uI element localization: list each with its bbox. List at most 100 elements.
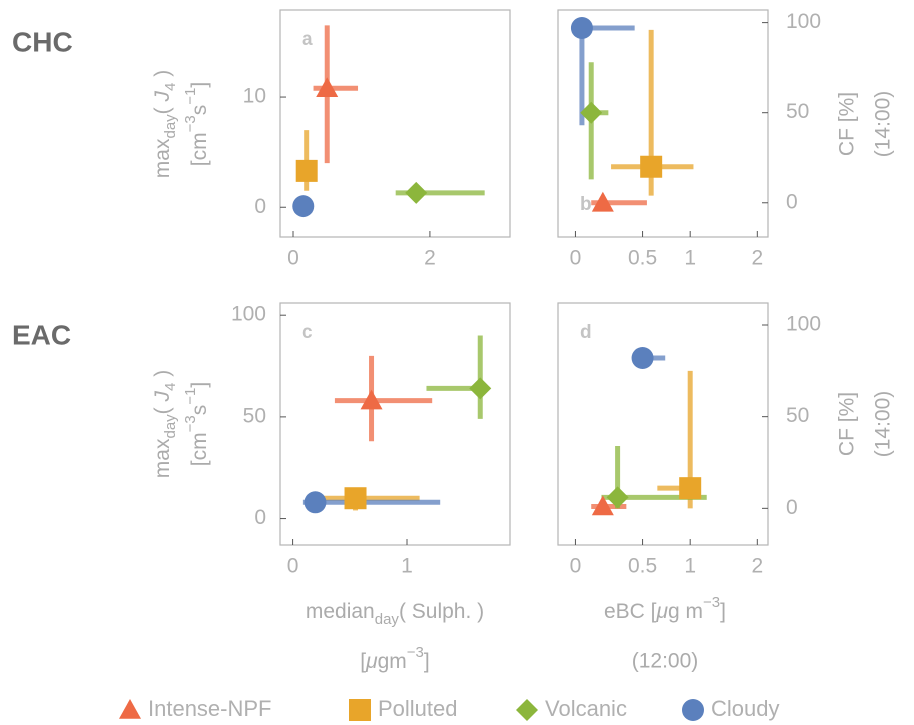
t: s [188,105,211,116]
t: 4 [162,383,179,391]
x-tick-label: 1 [401,555,413,578]
t: [ [360,650,366,673]
y-tick-label: 50 [786,404,809,427]
legend-marker [119,699,141,719]
t: −3 [182,115,199,132]
x-tick-label: 2 [751,247,763,270]
t: −3 [703,594,720,611]
frame [279,302,511,546]
frame [279,9,511,238]
y-title: maxday( J4 ) [151,370,180,478]
y-title: (14:00) [872,91,895,158]
panel-label: d [580,322,592,343]
t: [cm [188,132,211,166]
t: ] [188,82,211,88]
y-tick-label: 50 [786,100,809,123]
row-label: CHC [12,26,73,57]
t: ( Sulph. ) [399,600,484,623]
t: ] [188,382,211,388]
t: ( [151,101,174,114]
x-tick-label: 2 [424,247,436,270]
t: max [151,438,174,478]
y-title: [cm−3s−1] [182,82,210,166]
panel-label: c [302,322,313,343]
t: eBC [ [604,600,657,623]
t: μ [365,650,378,673]
x-title: [μgm−3] [360,644,430,672]
marker [405,181,428,204]
y-tick-label: 100 [786,10,821,33]
legend-label: Polluted [378,696,458,721]
y-tick-label: 0 [786,496,798,519]
t: ) [151,70,174,83]
t: −1 [182,388,199,405]
t: μ [656,600,669,623]
legend-label: Intense-NPF [148,696,272,721]
t: 4 [162,83,179,91]
x-tick-label: 0 [287,555,299,578]
marker [304,491,327,514]
y-tick-label: 0 [786,190,798,213]
marker [344,487,367,510]
y-tick-label: 0 [254,506,266,529]
t: median [306,600,375,623]
marker [570,17,593,40]
legend-marker [349,699,371,721]
frame [557,9,769,238]
legend-label: Cloudy [711,696,779,721]
t: −1 [182,88,199,105]
x-tick-label: 0.5 [628,247,657,270]
x-tick-label: 1 [684,247,696,270]
x-tick-label: 2 [751,555,763,578]
x-tick-label: 0 [570,555,582,578]
x-tick-label: 0 [570,247,582,270]
t: −3 [182,415,199,432]
x-tick-label: 1 [684,555,696,578]
marker [360,389,383,410]
marker [631,347,654,369]
y-tick-label: 0 [254,195,266,218]
x-title: medianday( Sulph. ) [306,600,484,629]
t: g m [668,600,703,623]
x-tick-label: 0.5 [628,555,657,578]
x-title: eBC [μg m−3] [604,594,726,622]
y-title: (14:00) [872,391,895,458]
y-tick-label: 50 [243,404,266,427]
t: ( [151,401,174,414]
panel-label: b [580,194,592,215]
legend-label: Volcanic [545,696,627,721]
legend-marker [682,699,704,721]
t: [cm [188,432,211,466]
t: −3 [407,644,424,661]
x-title: (12:00) [632,650,699,673]
t: ] [424,650,430,673]
t: day [375,611,400,628]
t: ) [151,370,174,383]
t: s [188,405,211,416]
y-title: [cm−3s−1] [182,382,210,466]
marker [292,195,315,218]
marker [606,486,629,509]
y-tick-label: 100 [786,313,821,336]
t: day [162,414,179,439]
row-label: EAC [12,319,71,350]
t: J [151,390,174,402]
y-title: maxday( J4 ) [151,70,180,178]
marker [591,495,614,516]
y-tick-label: 100 [231,303,266,326]
y-title: CF [%] [836,392,859,456]
x-tick-label: 0 [287,247,299,270]
t: gm [378,650,407,673]
marker [316,77,339,98]
panel-label: a [302,29,313,50]
marker [591,191,614,212]
y-tick-label: 10 [243,85,266,108]
marker [580,101,603,124]
t: J [151,90,174,102]
legend-marker [516,699,538,721]
marker [469,377,492,400]
marker [679,477,702,500]
y-title: CF [%] [836,92,859,156]
marker [295,159,318,182]
